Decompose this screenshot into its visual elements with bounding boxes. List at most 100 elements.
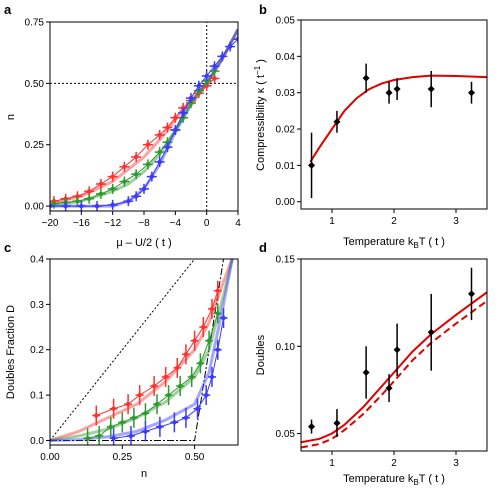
panel-a-red-point (165, 125, 170, 130)
panel-a-blue-point (126, 198, 131, 204)
panel-b-data-point (333, 118, 341, 126)
panel-a-frame (49, 21, 239, 212)
panel-a-blue-point (79, 203, 84, 209)
panel-b-ytick-label: 0.04 (276, 52, 296, 63)
panel-c-green-point (143, 411, 148, 416)
panel-a-red-point (98, 181, 104, 187)
panel-a-green-point (51, 201, 57, 206)
panel-a-green-point (75, 198, 80, 204)
panel-a-red-point (173, 115, 178, 120)
panel-b-data-point (385, 89, 393, 97)
panel-c-green-point (206, 338, 212, 343)
panel-c-green-theory-curve (50, 259, 234, 442)
panel-a-blue-point (157, 159, 162, 165)
panel-b-xtick-label: 1 (329, 216, 335, 227)
panel-b-data-point (468, 89, 475, 97)
panel-c-red-point (175, 365, 180, 371)
panel-a-ytick-label: 0.25 (25, 140, 45, 151)
panel-c-red-series-line (96, 290, 219, 416)
panel-c-blue-point (111, 435, 116, 441)
panel-d-xtick-label: 1 (329, 458, 335, 469)
panel-c-ytick-label: 0.3 (30, 300, 44, 311)
panel-a-green-point (145, 162, 151, 167)
panel-c-marks (50, 259, 234, 445)
panel-c-blue-point (221, 315, 226, 321)
panel-a-xtick-label: 4 (235, 218, 241, 229)
panel-c-reference-line (50, 259, 224, 441)
panel-b-fit-curve-solid (309, 74, 487, 163)
panel-a-xtick-label: −16 (73, 218, 90, 229)
panel-d-xtick-label: 3 (453, 458, 459, 469)
panel-c-red-point (163, 374, 168, 380)
panel-d-data-point (385, 384, 393, 392)
panel-a-blue-point (204, 73, 209, 79)
panel-a-xtick-label: −20 (42, 218, 59, 229)
panel-a-blue-point (235, 36, 238, 42)
panel-b-ytick-label: 0.01 (276, 161, 296, 172)
panel-d-data-point (427, 328, 435, 336)
panel-c-green-point (96, 433, 102, 439)
panel-c-green-point (85, 435, 90, 441)
panel-c-red-point (183, 352, 189, 357)
panel-c-red-point (125, 401, 131, 407)
panel-a-blue-point (165, 144, 170, 150)
panel-d-xlabel: Temperature kBT ( t ) (343, 473, 445, 487)
panel-d-xtick-label: 2 (391, 458, 397, 469)
panel-c-green-point (131, 415, 137, 420)
panel-a-blue-point (50, 203, 53, 209)
panel-c: c 0.00 0.25 0.50 0.0 0.1 0.2 0.3 0.4 n Doubles … (4, 240, 239, 480)
panel-d-data-point (393, 346, 401, 354)
panel-c-xtick-label: 0.50 (185, 452, 205, 463)
panel-c-blue-point (128, 433, 134, 439)
panel-d-marks (301, 267, 487, 449)
panel-a-ytick-label: 0.50 (25, 79, 45, 90)
panel-c-green-point (166, 392, 171, 398)
panel-a-blue-point (149, 174, 155, 179)
panel-a-blue-point (141, 186, 147, 192)
panel-c-green-point (189, 374, 194, 380)
panel-a-blue-point (220, 54, 225, 59)
panel-a-red-point (110, 174, 115, 179)
panel-d-fit-curve-dashed (301, 300, 487, 449)
panel-a-blue-point (63, 203, 68, 209)
panel-c-red-point (209, 306, 215, 312)
panel-a-green-point (98, 191, 104, 197)
panel-a-blue-point (180, 110, 186, 116)
panel-a-red-point (212, 76, 217, 81)
panel-d-data-point (468, 290, 475, 298)
panel-c-green-point (108, 424, 113, 430)
panel-a-red-point (122, 164, 127, 170)
panel-c-green-point (215, 311, 220, 316)
panel-b-ytick-label: 0.02 (276, 125, 296, 136)
panel-a-green-point (157, 149, 162, 155)
panel-b-marks (308, 63, 487, 199)
panel-c-red-point (201, 324, 206, 330)
panel-a-blue-point (94, 203, 100, 209)
panel-a-green-point (86, 196, 92, 201)
panel-a-xtick-label: −8 (138, 218, 150, 229)
panel-a-xtick-label: −4 (170, 218, 182, 229)
panel-c-letter: c (4, 240, 11, 255)
panel-a-green-series-line (53, 70, 215, 205)
panel-a-ylabel: n (5, 114, 17, 120)
panel-a-red-point (157, 132, 162, 138)
panel-a-blue-theory-curve (50, 28, 238, 208)
panel-a-blue-point (110, 202, 115, 208)
panel-c-green-point (120, 420, 125, 425)
panel-b: b 1 2 3 0.00 0.01 0.02 0.03 0.04 0.05 Temperatur… (253, 2, 488, 250)
panel-c-ytick-label: 0.4 (30, 255, 44, 266)
panel-d: d 1 2 30.050.100.15 Temperature kBT ( t ) … (255, 240, 488, 487)
panel-c-red-point (215, 288, 220, 293)
panel-b-xtick-label: 2 (391, 216, 397, 227)
panel-c-blue-point (157, 424, 163, 430)
panel-a: a −20 −16 −12 −8 −4 0 4 0.00 0.25 0.50 0.75 μ – U/… (4, 2, 241, 249)
panel-c-blue-point (203, 392, 209, 398)
panel-c-blue-point (215, 347, 220, 352)
panel-d-ytick-label: 0.05 (276, 429, 296, 440)
panel-c-green-point (177, 383, 183, 389)
panel-c-xtick-label: 0.25 (113, 452, 133, 463)
panel-b-ylabel: Compressibility κ ( t−1 ) (253, 59, 267, 171)
panel-c-ytick-label: 0.2 (30, 345, 44, 356)
panel-a-xtick-label: −12 (104, 218, 121, 229)
